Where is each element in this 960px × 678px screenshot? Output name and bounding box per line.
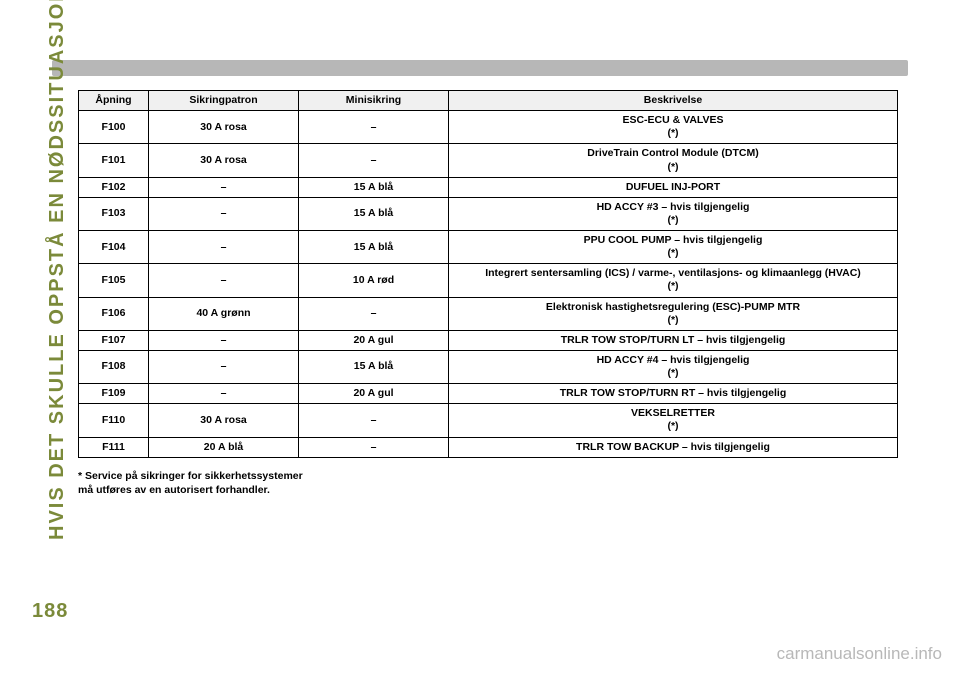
desc-note: (*) — [667, 214, 678, 226]
table-row: F11030 A rosa–VEKSELRETTER(*) — [79, 404, 898, 437]
desc-text: HD ACCY #3 – hvis tilgjengelig — [597, 201, 750, 213]
desc-note: (*) — [667, 127, 678, 139]
desc-note: (*) — [667, 280, 678, 292]
desc-text: ESC-ECU & VALVES — [622, 114, 723, 126]
cell-mini: 20 A gul — [299, 330, 449, 350]
cell-cartridge: 30 A rosa — [149, 404, 299, 437]
col-header-opening: Åpning — [79, 91, 149, 111]
cell-mini: – — [299, 297, 449, 330]
desc-text: Elektronisk hastighetsregulering (ESC)-P… — [546, 301, 800, 313]
cell-cartridge: – — [149, 384, 299, 404]
cell-description: Elektronisk hastighetsregulering (ESC)-P… — [449, 297, 898, 330]
cell-description: Integrert sentersamling (ICS) / varme-, … — [449, 264, 898, 297]
table-row: F109–20 A gul TRLR TOW STOP/TURN RT – hvi… — [79, 384, 898, 404]
cell-opening: F110 — [79, 404, 149, 437]
col-header-description: Beskrivelse — [449, 91, 898, 111]
cell-cartridge: – — [149, 264, 299, 297]
cell-mini: 15 A blå — [299, 350, 449, 383]
cell-cartridge: – — [149, 330, 299, 350]
cell-cartridge: – — [149, 231, 299, 264]
col-header-cartridge: Sikringpatron — [149, 91, 299, 111]
cell-mini: 15 A blå — [299, 177, 449, 197]
table-row: F107–20 A gul TRLR TOW STOP/TURN LT – hvi… — [79, 330, 898, 350]
fuse-table: Åpning Sikringpatron Minisikring Beskriv… — [78, 90, 898, 458]
desc-note: (*) — [667, 314, 678, 326]
table-row: F105–10 A rød Integrert sentersamling (IC… — [79, 264, 898, 297]
cell-description: HD ACCY #3 – hvis tilgjengelig(*) — [449, 197, 898, 230]
cell-cartridge: – — [149, 350, 299, 383]
table-row: F10030 A rosa–ESC-ECU & VALVES(*) — [79, 111, 898, 144]
cell-description: HD ACCY #4 – hvis tilgjengelig(*) — [449, 350, 898, 383]
desc-text: VEKSELRETTER — [631, 407, 715, 419]
page-number: 188 — [32, 600, 68, 623]
desc-note: (*) — [667, 420, 678, 432]
cell-opening: F102 — [79, 177, 149, 197]
cell-opening: F106 — [79, 297, 149, 330]
cell-mini: – — [299, 111, 449, 144]
cell-cartridge: – — [149, 197, 299, 230]
desc-note: (*) — [667, 161, 678, 173]
cell-mini: 20 A gul — [299, 384, 449, 404]
col-header-mini: Minisikring — [299, 91, 449, 111]
desc-text: TRLR TOW STOP/TURN RT – hvis tilgjengeli… — [560, 387, 787, 399]
table-row: F10640 A grønn– Elektronisk hastighetsreg… — [79, 297, 898, 330]
cell-opening: F111 — [79, 437, 149, 457]
footer-link: carmanualsonline.info — [777, 644, 942, 664]
cell-cartridge: – — [149, 177, 299, 197]
table-row: F104–15 A blåPPU COOL PUMP – hvis tilgje… — [79, 231, 898, 264]
cell-mini: – — [299, 437, 449, 457]
desc-note: (*) — [667, 247, 678, 259]
cell-description: PPU COOL PUMP – hvis tilgjengelig(*) — [449, 231, 898, 264]
cell-opening: F100 — [79, 111, 149, 144]
main-content: Åpning Sikringpatron Minisikring Beskriv… — [78, 90, 898, 496]
table-row: F11120 A blå– TRLR TOW BACKUP – hvis tilg… — [79, 437, 898, 457]
cell-opening: F104 — [79, 231, 149, 264]
cell-mini: 15 A blå — [299, 197, 449, 230]
cell-description: TRLR TOW STOP/TURN LT – hvis tilgjengeli… — [449, 330, 898, 350]
cell-opening: F107 — [79, 330, 149, 350]
cell-opening: F109 — [79, 384, 149, 404]
cell-mini: – — [299, 404, 449, 437]
cell-opening: F101 — [79, 144, 149, 177]
desc-text: TRLR TOW BACKUP – hvis tilgjengelig — [576, 441, 770, 453]
desc-note: (*) — [667, 367, 678, 379]
desc-text: DriveTrain Control Module (DTCM) — [587, 147, 759, 159]
cell-cartridge: 30 A rosa — [149, 144, 299, 177]
cell-opening: F108 — [79, 350, 149, 383]
table-row: F108–15 A blåHD ACCY #4 – hvis tilgjenge… — [79, 350, 898, 383]
table-header-row: Åpning Sikringpatron Minisikring Beskriv… — [79, 91, 898, 111]
cell-description: TRLR TOW BACKUP – hvis tilgjengelig — [449, 437, 898, 457]
desc-text: DUFUEL INJ-PORT — [626, 181, 720, 193]
footnote-line-2: må utføres av en autorisert forhandler. — [78, 484, 898, 496]
desc-text: Integrert sentersamling (ICS) / varme-, … — [485, 267, 861, 279]
cell-description: DUFUEL INJ-PORT — [449, 177, 898, 197]
section-side-label: HVIS DET SKULLE OPPSTÅ EN NØDSSITUASJON — [46, 0, 69, 540]
cell-cartridge: 40 A grønn — [149, 297, 299, 330]
cell-opening: F105 — [79, 264, 149, 297]
desc-text: HD ACCY #4 – hvis tilgjengelig — [597, 354, 750, 366]
table-row: F102–15 A blå DUFUEL INJ-PORT — [79, 177, 898, 197]
cell-cartridge: 20 A blå — [149, 437, 299, 457]
cell-mini: 15 A blå — [299, 231, 449, 264]
cell-description: TRLR TOW STOP/TURN RT – hvis tilgjengeli… — [449, 384, 898, 404]
desc-text: TRLR TOW STOP/TURN LT – hvis tilgjengeli… — [561, 334, 786, 346]
cell-cartridge: 30 A rosa — [149, 111, 299, 144]
cell-mini: – — [299, 144, 449, 177]
cell-description: ESC-ECU & VALVES(*) — [449, 111, 898, 144]
cell-description: DriveTrain Control Module (DTCM) (*) — [449, 144, 898, 177]
desc-text: PPU COOL PUMP – hvis tilgjengelig — [584, 234, 763, 246]
header-bar — [52, 60, 908, 76]
cell-description: VEKSELRETTER(*) — [449, 404, 898, 437]
cell-mini: 10 A rød — [299, 264, 449, 297]
table-row: F103–15 A blåHD ACCY #3 – hvis tilgjenge… — [79, 197, 898, 230]
footnote-line-1: * Service på sikringer for sikkerhetssys… — [78, 470, 898, 482]
table-row: F10130 A rosa–DriveTrain Control Module … — [79, 144, 898, 177]
cell-opening: F103 — [79, 197, 149, 230]
